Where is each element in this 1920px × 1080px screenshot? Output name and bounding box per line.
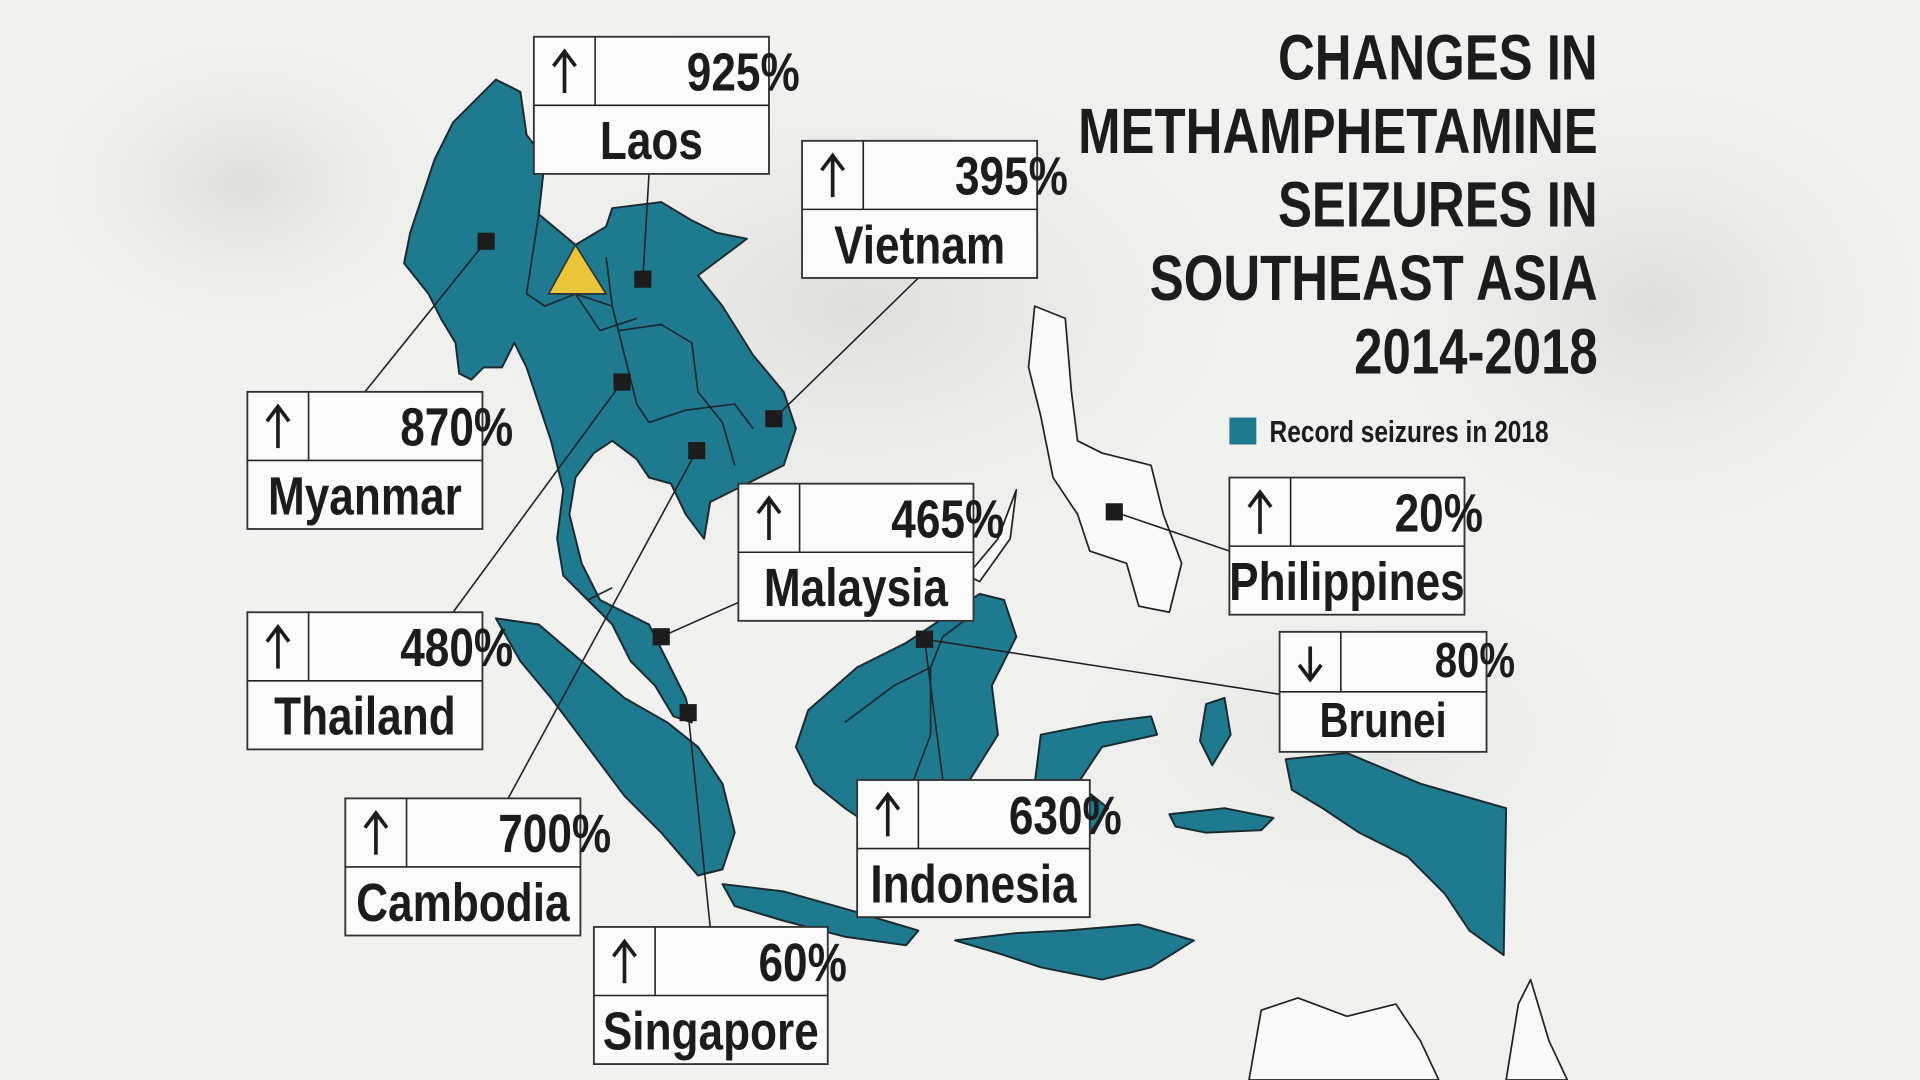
change-value: 465% [891, 489, 1004, 549]
leader-line [687, 712, 711, 928]
direction-arrow [612, 938, 637, 984]
country-name: Indonesia [870, 854, 1077, 914]
direction-arrow [875, 791, 901, 837]
country-label: 870% Myanmar [246, 232, 513, 530]
direction-arrow [363, 810, 389, 855]
change-value: 20% [1395, 483, 1483, 543]
title-line: METHAMPHETAMINE [1078, 97, 1598, 168]
direction-arrow [1247, 489, 1273, 534]
country-name: Philippines [1229, 552, 1465, 612]
java [721, 883, 920, 947]
leader-line [773, 277, 919, 420]
leader-line [642, 173, 650, 280]
country-labels: 925% Laos 395% Vietnam 870% Myanmar 465% Malays… [246, 35, 1515, 1065]
location-dot [613, 373, 631, 391]
leader-line [452, 381, 623, 613]
location-dot [679, 704, 697, 722]
change-value: 60% [758, 933, 846, 993]
title-line: SEIZURES IN [1278, 170, 1598, 241]
direction-arrow [552, 48, 577, 94]
title-line: SOUTHEAST ASIA [1150, 244, 1598, 315]
change-value: 870% [400, 398, 513, 458]
borders [525, 214, 754, 601]
change-value: 80% [1435, 633, 1515, 688]
leader-line [923, 639, 944, 781]
leader-line [924, 638, 1280, 696]
direction-arrow [820, 152, 846, 198]
title-line: CHANGES IN [1278, 23, 1598, 94]
direction-arrow [265, 403, 291, 449]
country-label: 60% Singapore [592, 704, 847, 1065]
legend-swatch [1229, 417, 1257, 445]
country-label: 630% Indonesia [856, 630, 1122, 919]
sumatra [494, 617, 736, 877]
map [403, 78, 1569, 1080]
maluku [1168, 696, 1275, 834]
leader-line [507, 450, 698, 799]
country-name: Myanmar [268, 466, 462, 526]
lesser-sunda [954, 923, 1195, 981]
change-value: 480% [400, 618, 513, 678]
country-name: Thailand [274, 687, 456, 747]
country-name: Laos [600, 111, 703, 171]
location-dot [765, 410, 783, 428]
location-dot [634, 270, 652, 288]
legend-label: Record seizures in 2018 [1270, 414, 1549, 448]
philippines [1027, 305, 1183, 614]
leader-line [364, 240, 487, 393]
country-name: Brunei [1319, 693, 1446, 748]
title-line: 2014-2018 [1354, 317, 1598, 388]
country-label: 700% Cambodia [344, 442, 706, 937]
country-label: 480% Thailand [246, 373, 631, 751]
direction-arrow [1297, 646, 1323, 683]
golden-triangle [547, 243, 608, 295]
location-dot [688, 442, 706, 460]
country-label: 925% Laos [532, 35, 800, 288]
country-label: 80%Brunei [915, 630, 1515, 753]
new-guinea [1284, 752, 1508, 957]
location-dot [915, 630, 934, 648]
change-value: 630% [1009, 786, 1122, 846]
australia [1248, 978, 1569, 1080]
legend: Record seizures in 2018 [1229, 414, 1549, 449]
direction-arrow [756, 495, 782, 540]
leader-line [660, 601, 739, 638]
change-value: 700% [498, 804, 611, 864]
country-label: 20% Philippines [1105, 476, 1483, 616]
change-value: 925% [687, 42, 800, 102]
location-dot [1105, 503, 1123, 521]
country-name: Singapore [603, 1001, 819, 1061]
country-name: Cambodia [356, 873, 570, 933]
change-value: 395% [955, 147, 1068, 207]
country-name: Malaysia [764, 558, 949, 618]
country-name: Vietnam [834, 215, 1005, 275]
title: CHANGES IN METHAMPHETAMINE SEIZURES IN S… [1078, 23, 1598, 388]
country-label: 395% Vietnam [765, 139, 1068, 428]
location-dot [652, 628, 670, 646]
location-dot [477, 232, 495, 250]
leader-line [1114, 511, 1230, 552]
country-label: 465% Malaysia [652, 482, 1004, 646]
direction-arrow [265, 623, 291, 669]
mainland [403, 78, 797, 724]
